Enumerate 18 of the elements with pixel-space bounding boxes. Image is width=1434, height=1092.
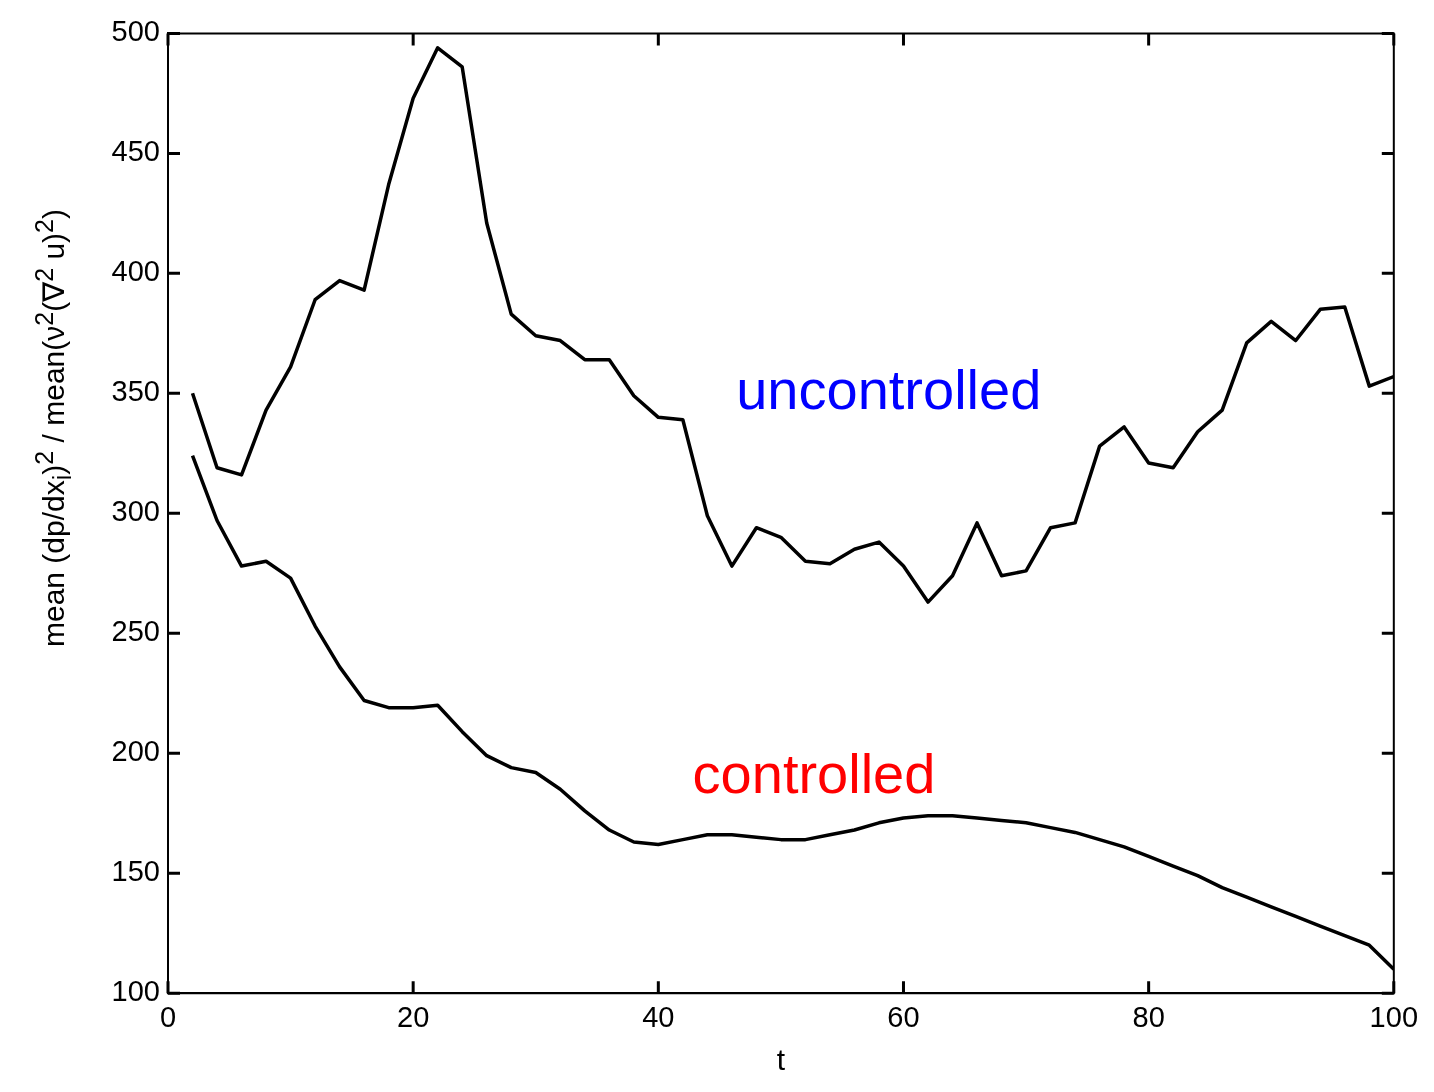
y-tick-label: 150 [111, 855, 160, 888]
series-label: controlled [692, 741, 936, 805]
y-tick-label: 300 [111, 495, 160, 528]
y-tick-label: 200 [111, 735, 160, 768]
x-tick-label: 100 [1369, 1000, 1418, 1033]
series-label: uncontrolled [736, 357, 1042, 421]
x-tick-label: 80 [1132, 1000, 1165, 1033]
x-tick-label: 60 [887, 1000, 920, 1033]
x-tick-label: 0 [159, 1000, 177, 1033]
x-tick-label: 20 [397, 1000, 430, 1033]
y-tick-label: 250 [111, 615, 160, 648]
x-tick-label: 40 [642, 1000, 675, 1033]
y-tick-label: 400 [111, 255, 160, 288]
x-axis-title: t [776, 1043, 786, 1077]
y-tick-label: 450 [111, 135, 160, 168]
y-tick-label: 350 [111, 375, 160, 408]
y-tick-label: 100 [111, 975, 160, 1008]
y-tick-label: 500 [111, 15, 160, 48]
